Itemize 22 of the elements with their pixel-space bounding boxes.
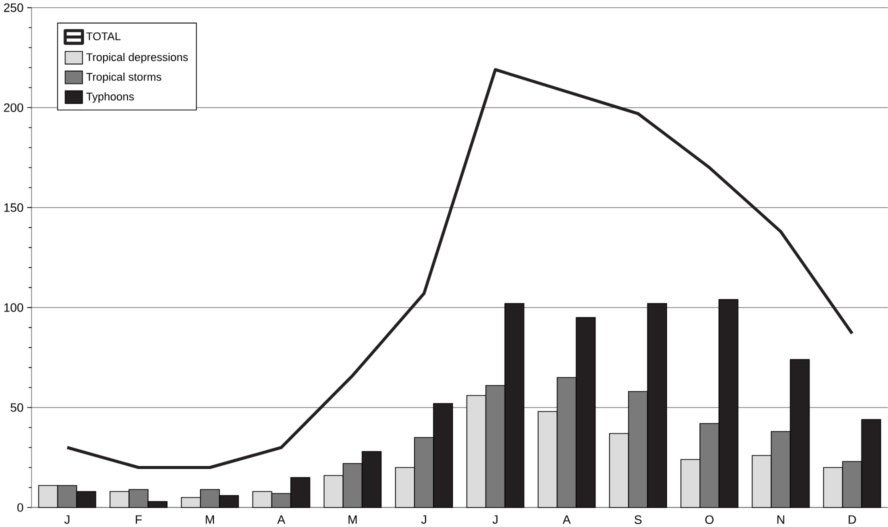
x-tick-label: A xyxy=(562,515,571,524)
legend-label: Tropical storms xyxy=(86,72,162,83)
y-tick-label: 100 xyxy=(4,303,24,312)
x-tick-label: M xyxy=(348,515,357,524)
x-tick-label: S xyxy=(634,515,642,524)
legend-label: TOTAL xyxy=(86,32,120,40)
x-tick-label: J xyxy=(421,515,426,524)
x-tick-label: J xyxy=(492,515,498,524)
y-tick-label: 50 xyxy=(10,403,24,412)
y-tick-label: 200 xyxy=(4,103,24,112)
y-tick-label: 250 xyxy=(4,3,24,12)
x-tick-label: D xyxy=(848,515,856,524)
x-tick-label: N xyxy=(777,515,784,524)
x-tick-label: A xyxy=(277,515,286,524)
y-tick-label: 0 xyxy=(17,503,24,512)
x-tick-label: M xyxy=(206,515,214,524)
x-tick-label: F xyxy=(136,515,142,524)
x-tick-label: O xyxy=(705,515,714,524)
y-tick-label: 150 xyxy=(4,203,24,212)
legend-label: Tropical depressions xyxy=(86,52,188,64)
x-tick-label: J xyxy=(64,515,70,524)
legend-label: Typhoons xyxy=(86,92,134,103)
